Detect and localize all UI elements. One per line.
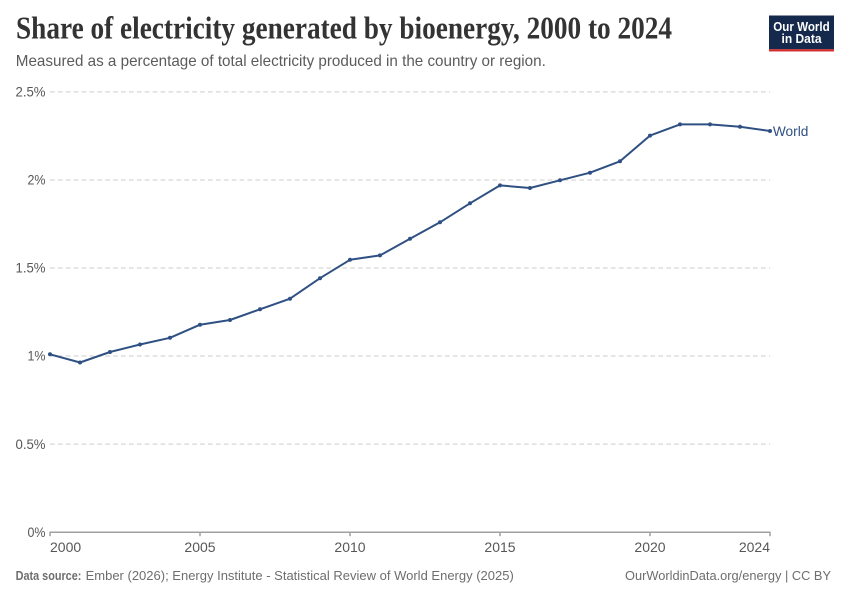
svg-text:2%: 2% bbox=[28, 173, 46, 188]
svg-text:Our World: Our World bbox=[773, 19, 830, 34]
svg-text:2015: 2015 bbox=[484, 539, 515, 555]
svg-text:Data source:: Data source: bbox=[16, 568, 82, 583]
svg-text:Measured as a percentage of to: Measured as a percentage of total electr… bbox=[16, 53, 546, 70]
svg-text:1%: 1% bbox=[28, 349, 46, 364]
svg-text:2024: 2024 bbox=[739, 539, 770, 555]
svg-text:2.5%: 2.5% bbox=[16, 84, 46, 99]
svg-text:2010: 2010 bbox=[334, 539, 365, 555]
svg-text:0%: 0% bbox=[28, 525, 46, 540]
svg-text:OurWorldinData.org/energy | CC: OurWorldinData.org/energy | CC BY bbox=[625, 568, 831, 583]
svg-text:0.5%: 0.5% bbox=[16, 437, 46, 452]
svg-text:World: World bbox=[773, 123, 809, 139]
svg-text:Ember (2026); Energy Institute: Ember (2026); Energy Institute - Statist… bbox=[86, 568, 514, 583]
svg-text:2020: 2020 bbox=[634, 539, 665, 555]
svg-text:2005: 2005 bbox=[184, 539, 215, 555]
svg-text:Share of electricity generated: Share of electricity generated by bioene… bbox=[16, 10, 672, 46]
svg-text:in Data: in Data bbox=[782, 31, 823, 46]
svg-text:2000: 2000 bbox=[50, 539, 81, 555]
svg-text:1.5%: 1.5% bbox=[16, 261, 46, 276]
